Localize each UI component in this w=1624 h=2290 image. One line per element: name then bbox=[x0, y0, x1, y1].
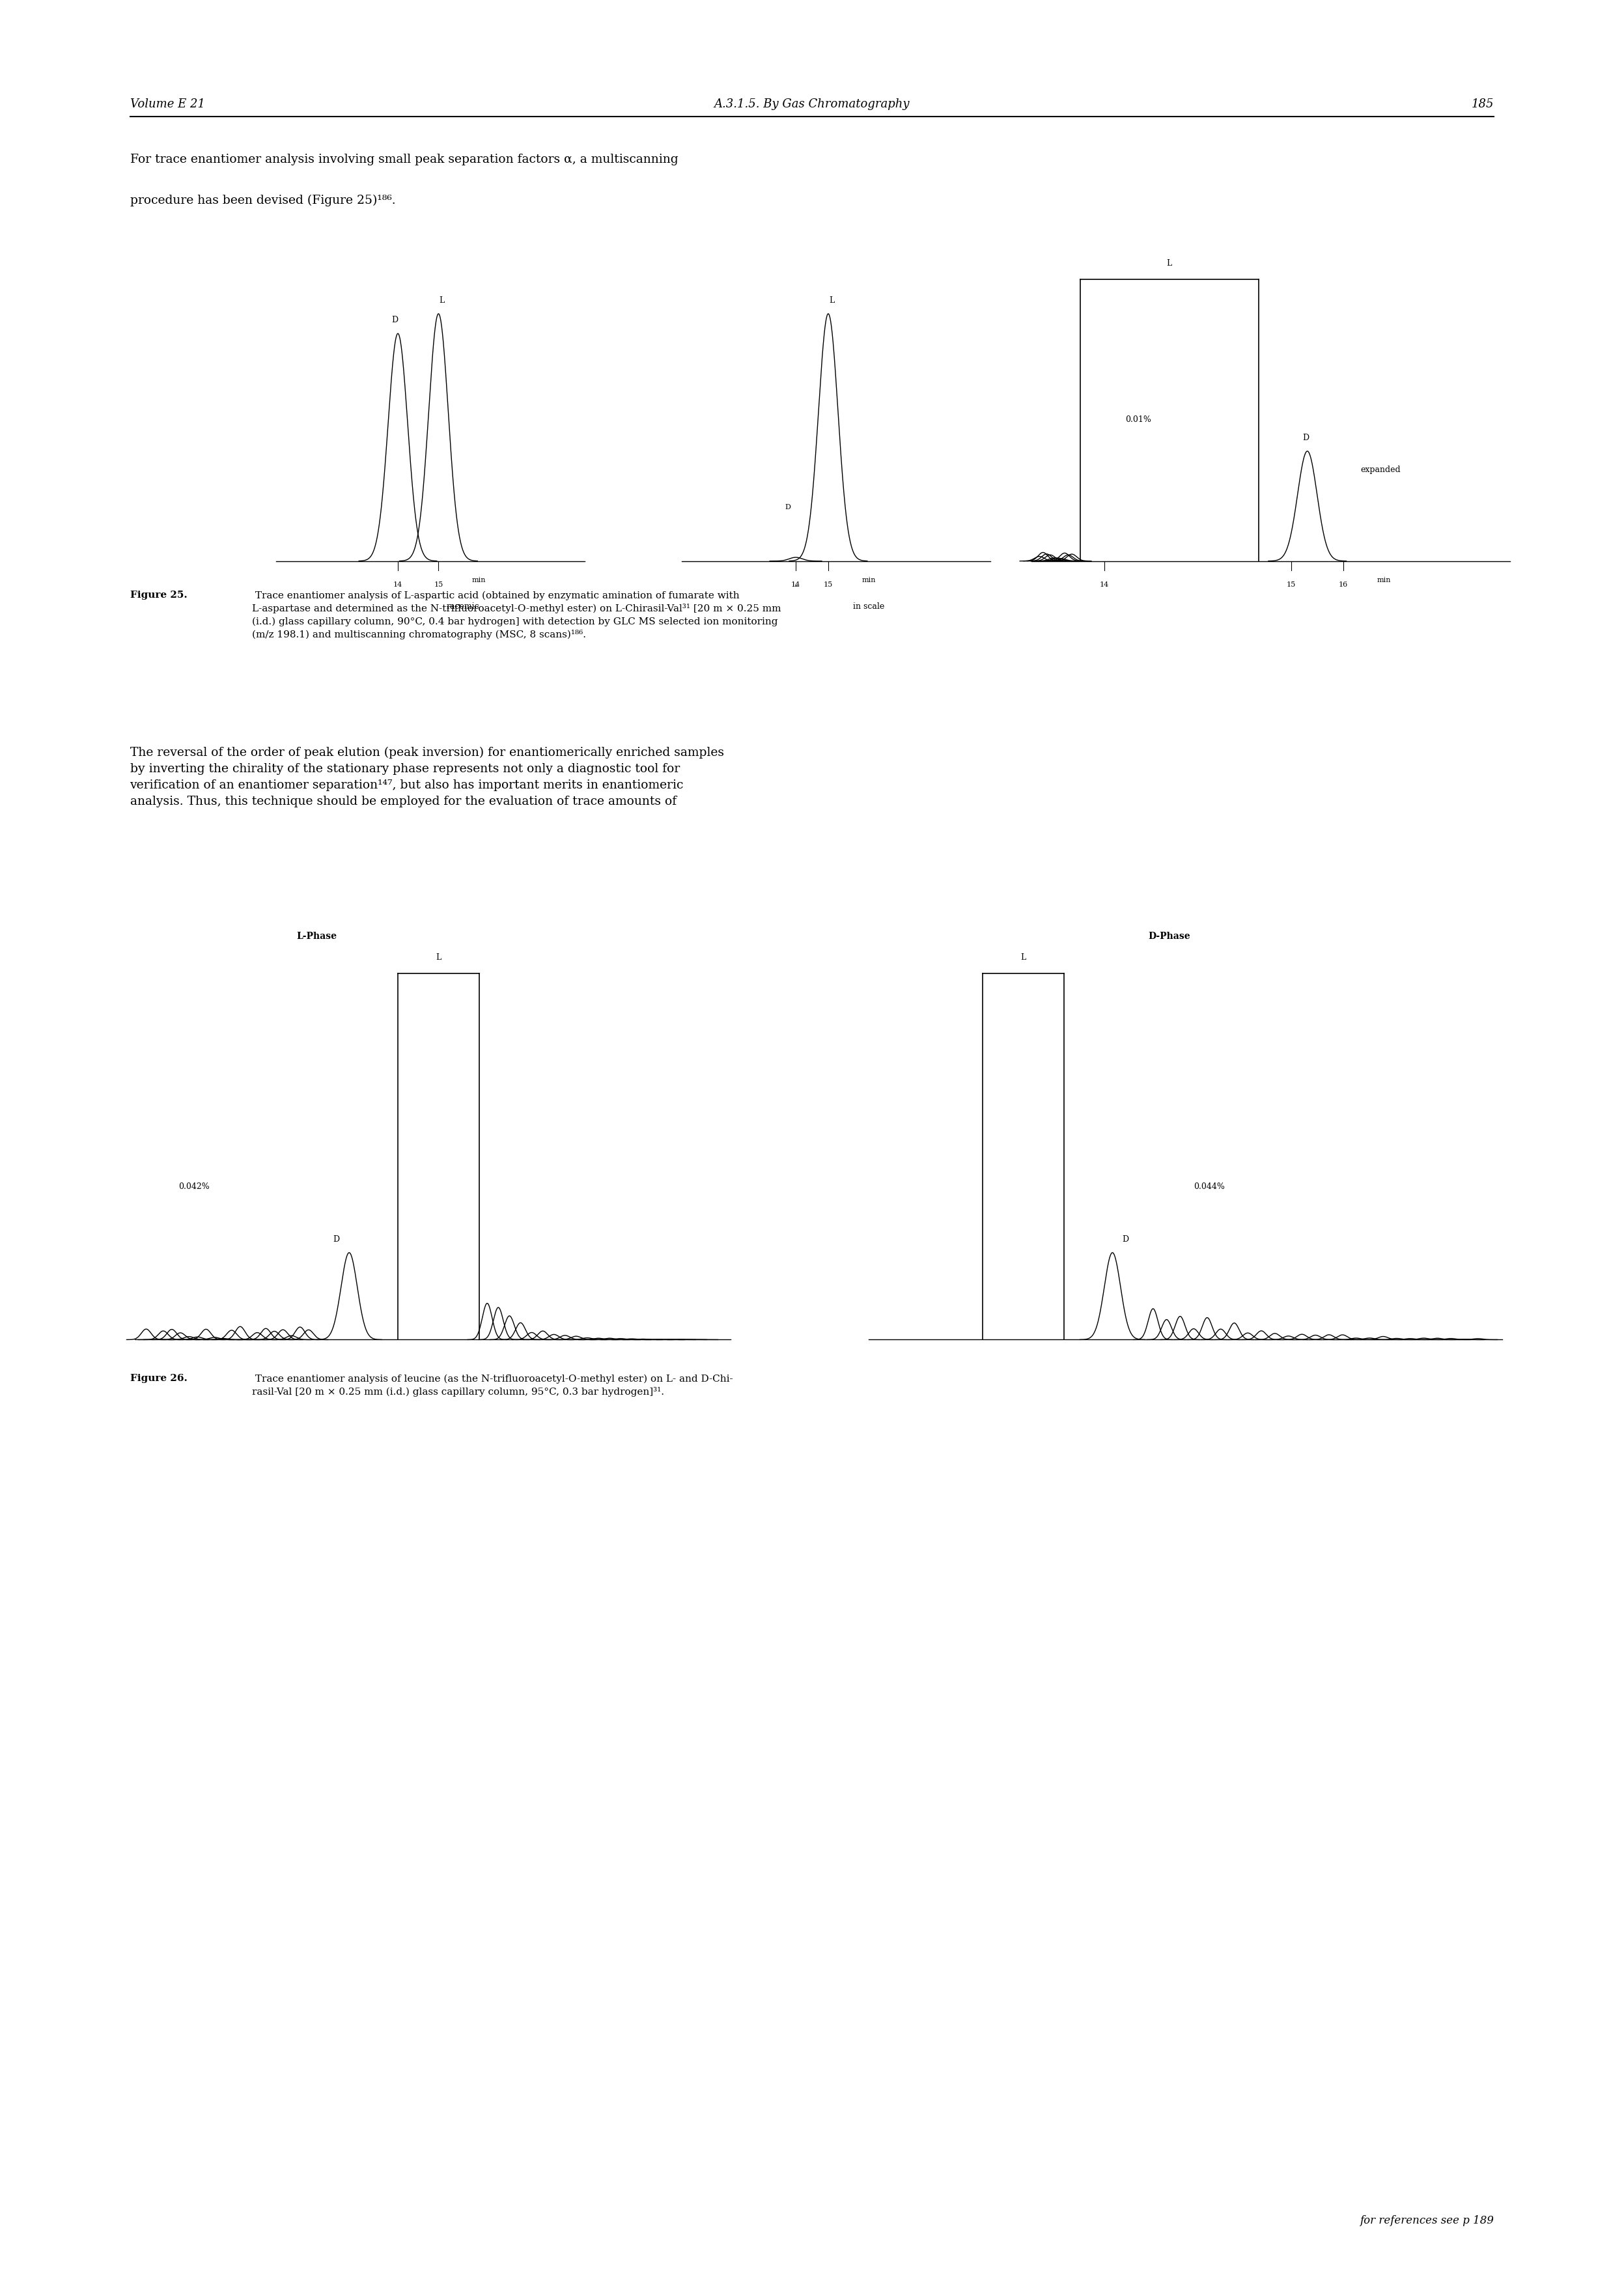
Text: D: D bbox=[784, 504, 791, 511]
Text: D: D bbox=[1122, 1234, 1129, 1243]
Text: racemic: racemic bbox=[447, 602, 479, 611]
Text: L: L bbox=[1166, 259, 1173, 268]
Text: 14: 14 bbox=[393, 582, 403, 589]
Text: A.3.1.5. By Gas Chromatography: A.3.1.5. By Gas Chromatography bbox=[715, 98, 909, 110]
Text: 14: 14 bbox=[791, 582, 801, 589]
Text: Figure 26.: Figure 26. bbox=[130, 1374, 187, 1383]
Text: procedure has been devised (Figure 25)¹⁸⁶.: procedure has been devised (Figure 25)¹⁸… bbox=[130, 195, 395, 206]
Text: Figure 25.: Figure 25. bbox=[130, 591, 187, 600]
Text: Trace enantiomer analysis of L-aspartic acid (obtained by enzymatic amination of: Trace enantiomer analysis of L-aspartic … bbox=[252, 591, 781, 639]
Text: 185: 185 bbox=[1471, 98, 1494, 110]
Text: Volume E 21: Volume E 21 bbox=[130, 98, 205, 110]
Text: 0.042%: 0.042% bbox=[179, 1182, 209, 1191]
Text: 0.044%: 0.044% bbox=[1194, 1182, 1224, 1191]
Text: for references see p 189: for references see p 189 bbox=[1359, 2214, 1494, 2226]
Text: •: • bbox=[794, 584, 797, 589]
Text: L: L bbox=[1020, 953, 1026, 962]
Text: 0.01%: 0.01% bbox=[1125, 414, 1151, 424]
Text: 14: 14 bbox=[1099, 582, 1109, 589]
Text: The reversal of the order of peak elution (peak inversion) for enantiomerically : The reversal of the order of peak elutio… bbox=[130, 747, 724, 808]
Text: min: min bbox=[473, 577, 486, 584]
Text: Trace enantiomer analysis of leucine (as the N-trifluoroacetyl-O-methyl ester) o: Trace enantiomer analysis of leucine (as… bbox=[252, 1374, 732, 1397]
Text: min: min bbox=[862, 577, 875, 584]
Text: in scale: in scale bbox=[853, 602, 885, 611]
Text: D: D bbox=[333, 1234, 339, 1243]
Text: min: min bbox=[1377, 577, 1390, 584]
Text: D: D bbox=[1302, 433, 1309, 442]
Text: L: L bbox=[435, 953, 442, 962]
Text: D-Phase: D-Phase bbox=[1148, 932, 1190, 941]
Text: 16: 16 bbox=[1338, 582, 1348, 589]
Text: L: L bbox=[438, 295, 445, 305]
Text: 15: 15 bbox=[434, 582, 443, 589]
Text: 15: 15 bbox=[823, 582, 833, 589]
Text: L: L bbox=[828, 295, 835, 305]
Text: 15: 15 bbox=[1286, 582, 1296, 589]
Text: For trace enantiomer analysis involving small peak separation factors α, a multi: For trace enantiomer analysis involving … bbox=[130, 153, 677, 165]
Text: L-Phase: L-Phase bbox=[297, 932, 336, 941]
Text: D: D bbox=[391, 316, 398, 325]
Text: expanded: expanded bbox=[1361, 465, 1400, 474]
